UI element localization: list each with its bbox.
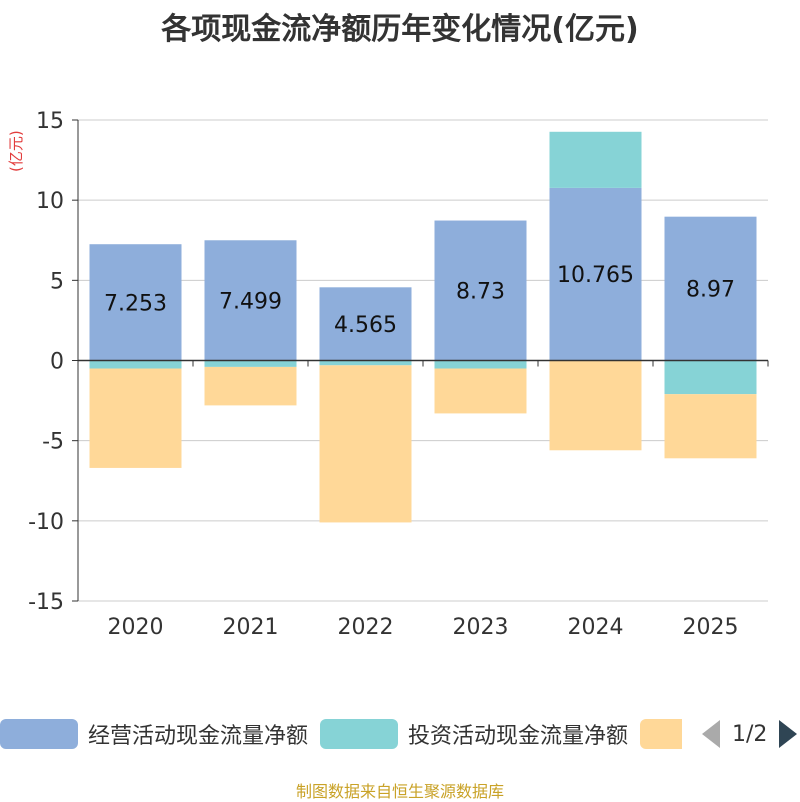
bar-2023-series-0 — [434, 220, 527, 361]
bar-2021-series-0 — [204, 240, 297, 361]
bar-chart: 15 10 5 0 -5 -10 -15 7.253 7.499 4.565 8.73 10.765 8… — [28, 109, 769, 640]
bar-2025-series-2 — [664, 394, 757, 459]
y-tick-label: 5 — [50, 269, 64, 294]
bar-2020-series-1 — [89, 360, 182, 369]
y-tick-label: 0 — [50, 350, 64, 375]
x-tick-label: 2025 — [683, 615, 739, 640]
legend-prev-page-icon[interactable] — [702, 720, 720, 748]
bar-2024-series-0 — [549, 187, 642, 361]
data-label-2023: 8.73 — [456, 280, 505, 305]
bar-2020-series-0 — [89, 244, 182, 361]
bar-2020-series-2 — [89, 368, 182, 468]
legend-next-page-icon[interactable] — [779, 720, 798, 748]
x-tick-label: 2022 — [338, 615, 394, 640]
y-tick-label: 10 — [36, 189, 64, 214]
legend-swatch-financing — [640, 719, 682, 749]
data-label-2021: 7.499 — [219, 289, 282, 314]
chart-title: 各项现金流净额历年变化情况(亿元) — [161, 12, 639, 47]
bar-2023-series-2 — [434, 368, 527, 414]
y-tick-label: -10 — [28, 510, 64, 535]
legend-item-investing[interactable]: 投资活动现金流量净额 — [320, 716, 628, 752]
x-tick-label: 2020 — [108, 615, 164, 640]
legend-pager: 1/2 — [702, 716, 798, 752]
data-label-2025: 8.97 — [686, 278, 735, 303]
bar-2022-series-2 — [319, 365, 412, 523]
x-tick-label: 2024 — [568, 615, 624, 640]
bar-2022-series-0 — [319, 287, 412, 361]
legend-page-indicator: 1/2 — [732, 721, 768, 747]
bar-2025-series-1 — [664, 360, 757, 395]
legend-item-financing[interactable] — [640, 716, 682, 752]
x-tick-label: 2021 — [223, 615, 279, 640]
bar-2025-series-0 — [664, 216, 757, 361]
y-tick-label: -5 — [42, 430, 64, 455]
bar-2023-series-1 — [434, 360, 527, 369]
bar-2024-series-1 — [549, 131, 642, 188]
data-label-2020: 7.253 — [104, 291, 167, 316]
bar-2021-series-1 — [204, 360, 297, 367]
y-tick-label: -15 — [28, 590, 64, 615]
data-label-2024: 10.765 — [557, 263, 634, 288]
x-tick-label: 2023 — [453, 615, 509, 640]
legend: 经营活动现金流量净额 投资活动现金流量净额 1/2 — [0, 716, 800, 752]
bar-2024-series-2 — [549, 360, 642, 451]
y-tick-label: 15 — [36, 109, 64, 134]
data-source-note: 制图数据来自恒生聚源数据库 — [295, 782, 504, 801]
bar-2021-series-2 — [204, 366, 297, 406]
legend-item-operating[interactable]: 经营活动现金流量净额 — [0, 716, 308, 752]
legend-swatch-operating — [0, 719, 78, 749]
bar-2022-series-1 — [319, 360, 412, 366]
legend-swatch-investing — [320, 719, 398, 749]
legend-label-operating: 经营活动现金流量净额 — [88, 724, 309, 749]
legend-label-investing: 投资活动现金流量净额 — [408, 724, 629, 749]
data-label-2022: 4.565 — [334, 313, 397, 338]
